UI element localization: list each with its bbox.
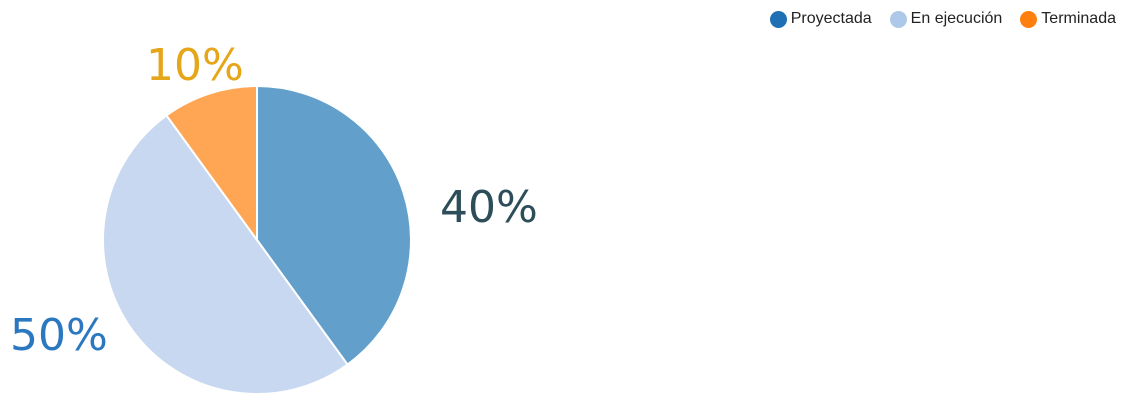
data-label-terminada: 10% <box>146 40 244 91</box>
pie-slice-en-ejecucion[interactable] <box>102 114 349 395</box>
legend-swatch-terminada <box>1020 10 1038 28</box>
data-label-proyectada: 40% <box>440 182 538 233</box>
pie-slice-proyectada[interactable] <box>256 84 412 366</box>
legend-label-en-ejecucion: En ejecución <box>910 10 1003 27</box>
legend-label-proyectada: Proyectada <box>790 10 872 27</box>
pie-slice-terminada[interactable] <box>165 84 258 244</box>
legend-item-en-ejecucion[interactable]: En ejecución <box>889 10 1003 28</box>
legend-item-proyectada[interactable]: Proyectada <box>769 10 872 28</box>
legend-label-terminada: Terminada <box>1041 10 1116 27</box>
legend-swatch-proyectada <box>769 10 787 28</box>
legend: Proyectada En ejecución Terminada <box>769 10 1116 28</box>
legend-swatch-en-ejecucion <box>889 10 907 28</box>
data-label-en-ejecucion: 50% <box>10 310 108 361</box>
legend-item-terminada[interactable]: Terminada <box>1020 10 1116 28</box>
pie-slices <box>102 84 412 395</box>
